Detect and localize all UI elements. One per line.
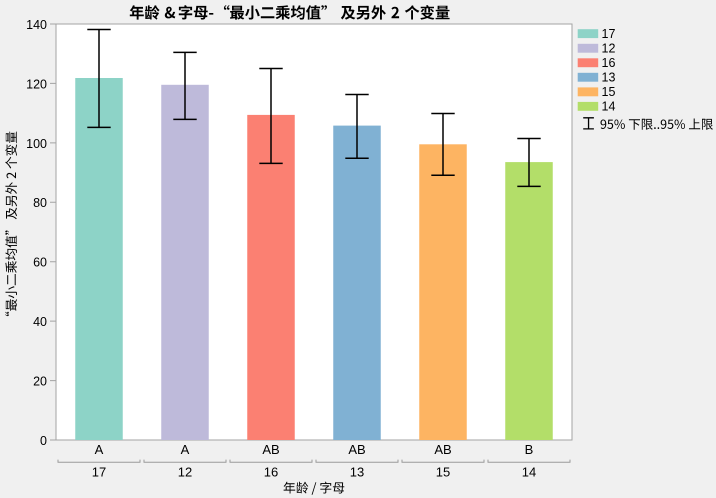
svg-text:14: 14 <box>522 464 536 479</box>
svg-text:120: 120 <box>26 77 47 91</box>
svg-text:A: A <box>95 442 104 457</box>
svg-text:AB: AB <box>434 442 451 457</box>
svg-text:80: 80 <box>33 196 47 210</box>
svg-text:B: B <box>525 442 534 457</box>
svg-text:12: 12 <box>602 42 616 56</box>
svg-text:100: 100 <box>26 137 47 151</box>
svg-text:15: 15 <box>602 85 616 99</box>
svg-text:17: 17 <box>602 27 616 41</box>
svg-text:A: A <box>181 442 190 457</box>
svg-text:AB: AB <box>262 442 279 457</box>
svg-text:AB: AB <box>348 442 365 457</box>
svg-text:0: 0 <box>40 434 47 448</box>
svg-text:16: 16 <box>602 56 616 70</box>
svg-text:40: 40 <box>33 315 47 329</box>
svg-text:13: 13 <box>350 464 364 479</box>
svg-text:140: 140 <box>26 18 47 32</box>
svg-text:20: 20 <box>33 375 47 389</box>
svg-text:60: 60 <box>33 256 47 270</box>
svg-text:12: 12 <box>178 464 192 479</box>
svg-text:15: 15 <box>436 464 450 479</box>
svg-text:17: 17 <box>92 464 106 479</box>
svg-text:14: 14 <box>602 100 616 114</box>
svg-text:16: 16 <box>264 464 278 479</box>
svg-text:13: 13 <box>602 71 616 85</box>
